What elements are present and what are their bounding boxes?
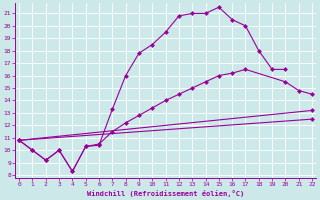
X-axis label: Windchill (Refroidissement éolien,°C): Windchill (Refroidissement éolien,°C): [87, 190, 244, 197]
